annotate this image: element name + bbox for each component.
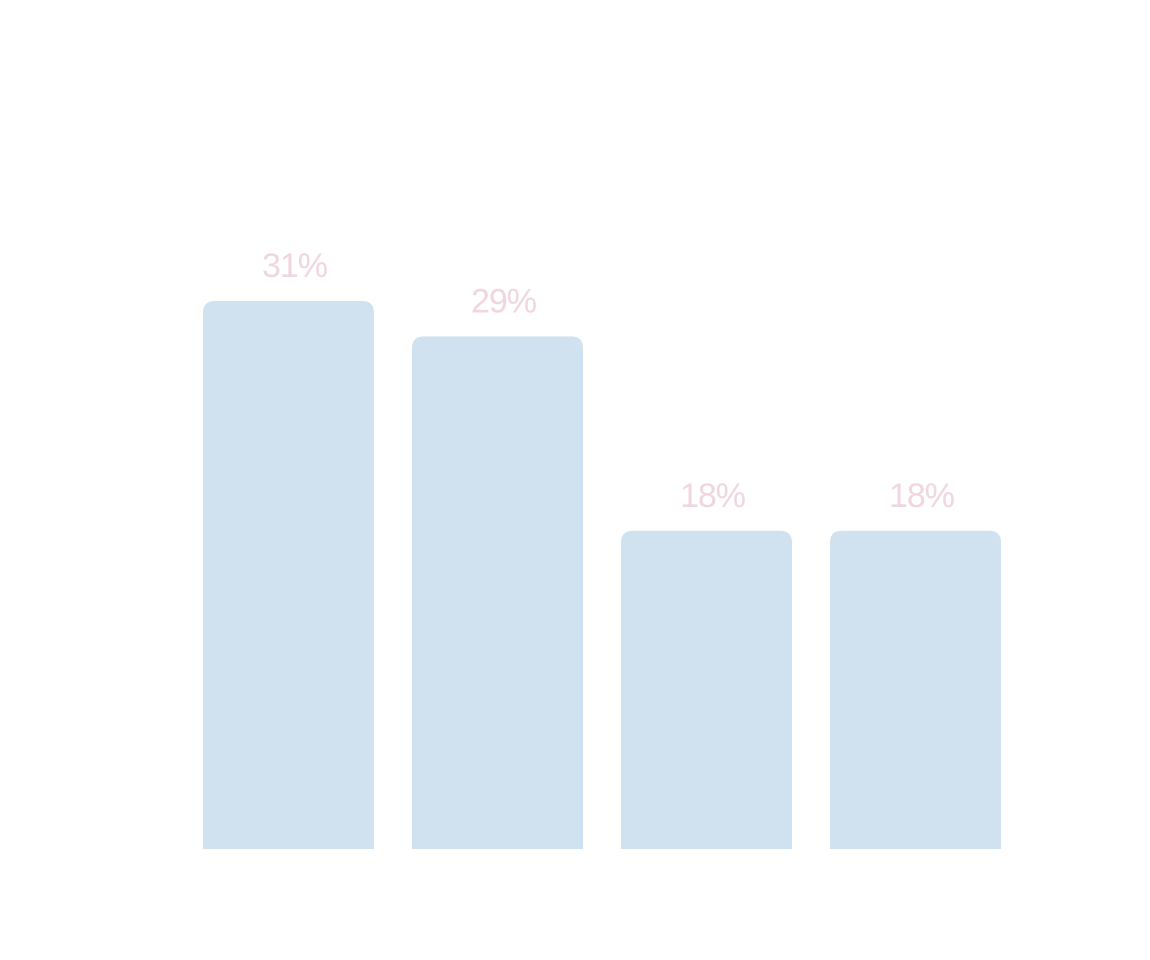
data-labels-layer: 31% 29% 18% 18% xyxy=(262,247,956,515)
bars-layer xyxy=(203,301,1001,849)
bar-3 xyxy=(621,530,792,849)
bar-4 xyxy=(830,530,1001,849)
data-label-3: 18% xyxy=(680,477,746,515)
bar-1 xyxy=(203,301,374,849)
bar-2 xyxy=(412,336,583,849)
data-label-2: 29% xyxy=(471,282,537,320)
data-label-1: 31% xyxy=(262,247,328,285)
data-label-4: 18% xyxy=(889,477,955,515)
